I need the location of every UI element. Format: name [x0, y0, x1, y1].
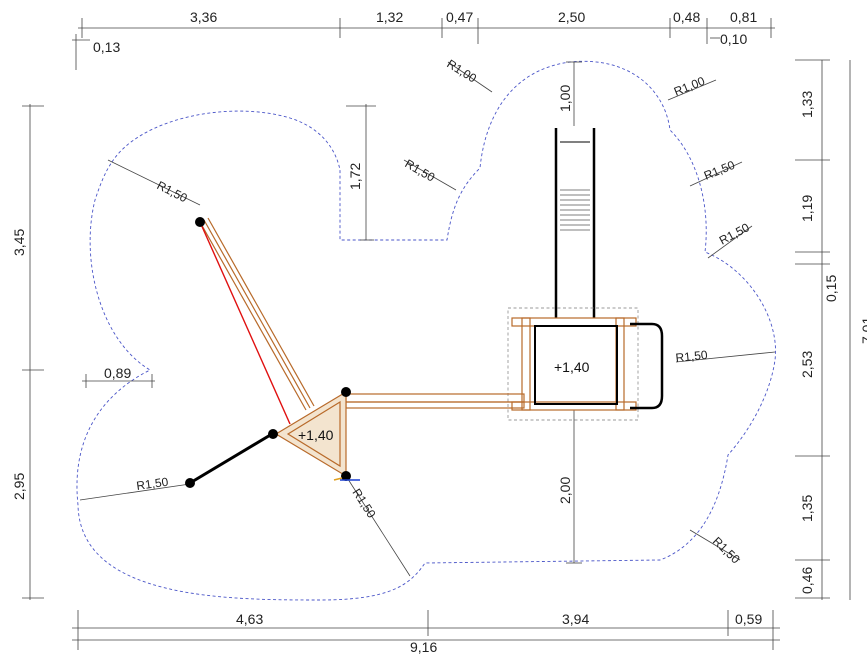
dim-right-2: 1,19: [799, 195, 815, 222]
dim-top-2: 1,32: [376, 9, 403, 25]
radius-label-6: R1,50: [717, 220, 752, 248]
dim-bottom-total: 9,16: [410, 639, 437, 655]
dim-slide-top: 1,00: [557, 85, 573, 112]
dim-right-total: 7,01: [859, 317, 867, 344]
safety-zone-outline: [76, 60, 776, 601]
square-tower-level: +1,40: [554, 359, 590, 375]
radius-annotations: R1,50 R1,00 R1,50 R1,00 R1,50 R1,50 R1,5…: [79, 57, 776, 577]
dim-right-1: 1,33: [799, 91, 815, 118]
top-dimension-chain: 3,36 1,32 0,47 2,50 0,48 0,81 0,13 0,10: [72, 9, 775, 70]
radius-label-9: R1,50: [135, 475, 169, 493]
triangle-tower-level: +1,40: [298, 427, 334, 443]
dim-left-1: 3,45: [11, 229, 27, 256]
dim-left-2: 2,95: [11, 473, 27, 500]
radius-label-7: R1,50: [675, 348, 709, 365]
radius-label-3: R1,50: [403, 156, 438, 184]
radius-label-1: R1,50: [155, 178, 190, 205]
dim-platform-clearance: 2,00: [557, 477, 573, 504]
climbing-elements: [185, 217, 315, 488]
dim-top-5: 0,48: [673, 9, 700, 25]
dim-bottom-1: 4,63: [236, 611, 263, 627]
square-tower: +1,40: [507, 307, 664, 421]
bridge: [345, 393, 525, 409]
radius-label-5: R1,50: [702, 158, 737, 183]
bottom-dimension-chain: 4,63 3,94 0,59 9,16: [72, 610, 780, 655]
dim-top-sub-2: 0,10: [720, 31, 747, 47]
radius-label-2: R1,00: [444, 57, 479, 86]
dim-notch-width: 0,89: [104, 365, 131, 381]
dim-right-5: 1,35: [799, 495, 815, 522]
dim-right-3: 0,15: [823, 275, 839, 302]
dim-bottom-2: 3,94: [562, 611, 589, 627]
right-dimension-chain: 1,33 1,19 0,15 2,53 1,35 0,46 7,01: [795, 59, 867, 600]
dim-top-3: 0,47: [446, 9, 473, 25]
radius-label-8: R1,50: [710, 534, 743, 567]
dim-top-6: 0,81: [730, 9, 757, 25]
dim-recess-depth: 1,72: [347, 163, 363, 190]
dim-top-sub-1: 0,13: [93, 39, 120, 55]
left-dimension-chain: 3,45 2,95: [11, 104, 44, 600]
dim-bottom-3: 0,59: [735, 611, 762, 627]
dim-right-4: 2,53: [799, 351, 815, 378]
dim-top-4: 2,50: [558, 9, 585, 25]
triangle-tower: +1,40: [268, 387, 360, 481]
dim-top-1: 3,36: [190, 9, 217, 25]
inner-dimensions: 1,72 0,89 1,00 2,00: [82, 61, 582, 564]
radius-label-4: R1,00: [672, 74, 707, 99]
slide: [554, 128, 596, 318]
radius-label-10: R1,50: [349, 486, 378, 521]
dim-right-6: 0,46: [799, 567, 815, 594]
